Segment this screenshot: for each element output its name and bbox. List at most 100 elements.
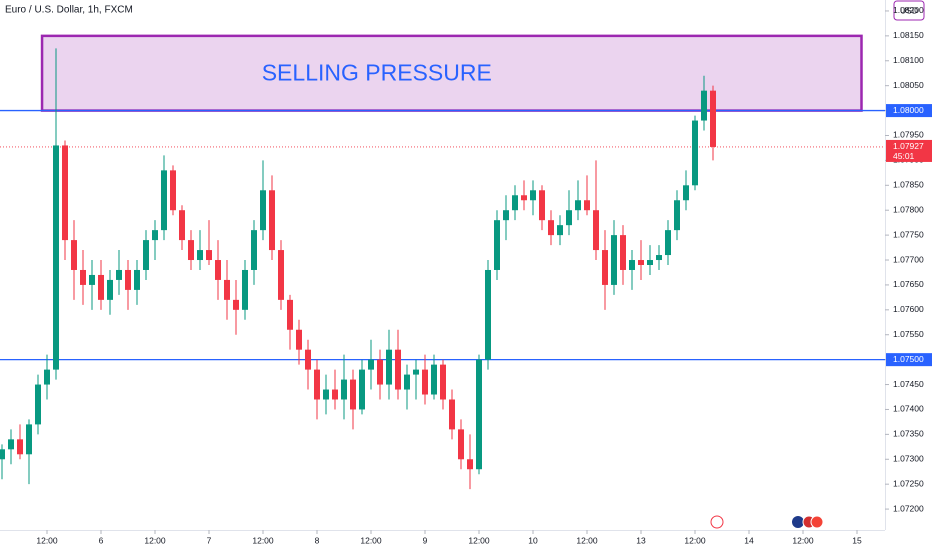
candle-body xyxy=(179,210,185,241)
candle-body xyxy=(269,190,275,251)
candle-body xyxy=(584,200,590,211)
candle-body xyxy=(233,299,239,310)
event-icon[interactable] xyxy=(792,516,804,528)
candle-body xyxy=(8,439,14,450)
level-tag xyxy=(886,353,932,367)
candle-body xyxy=(17,439,23,455)
candle-body xyxy=(305,349,311,370)
x-tick-label: 12:00 xyxy=(36,535,58,545)
candle-body xyxy=(26,424,32,455)
candle-body xyxy=(125,269,131,290)
candle-body xyxy=(638,260,644,265)
toolbar-icons xyxy=(710,515,824,529)
candle-body xyxy=(116,269,122,280)
currency-button[interactable] xyxy=(893,0,925,21)
candle-body xyxy=(692,120,698,186)
candle-body xyxy=(260,190,266,231)
candle-body xyxy=(449,399,455,430)
y-tick-label: 1.08150 xyxy=(893,30,924,40)
candle-body xyxy=(647,260,653,265)
candle-body xyxy=(107,279,113,300)
x-tick-label: 12:00 xyxy=(684,535,706,545)
countdown-label: 45:01 xyxy=(893,151,915,161)
x-tick-label: 12:00 xyxy=(792,535,814,545)
chart-title: Euro / U.S. Dollar, 1h, FXCM xyxy=(5,5,133,16)
y-tick-label: 1.07850 xyxy=(893,180,924,190)
x-tick-label: 7 xyxy=(207,535,212,545)
candle-body xyxy=(683,185,689,201)
x-tick-label: 12:00 xyxy=(468,535,490,545)
candle-body xyxy=(566,210,572,226)
last-price-label: 1.07927 xyxy=(893,141,924,151)
candle-body xyxy=(287,299,293,330)
candle-body xyxy=(224,279,230,300)
candle-body xyxy=(161,170,167,231)
level-tag xyxy=(886,104,932,118)
level-label: 1.07500 xyxy=(893,354,924,364)
candle-body xyxy=(251,230,257,270)
candle-body xyxy=(71,240,77,270)
level-label: 1.08000 xyxy=(893,105,924,115)
x-tick-label: 12:00 xyxy=(144,535,166,545)
candle-body xyxy=(44,369,50,385)
last-price-tag xyxy=(886,139,932,162)
candle-body xyxy=(629,260,635,270)
candle-body xyxy=(197,250,203,261)
candle-body xyxy=(341,379,347,400)
candle-body xyxy=(476,359,482,470)
y-tick-label: 1.08100 xyxy=(893,55,924,65)
y-tick-label: 1.07450 xyxy=(893,379,924,389)
x-tick-label: 15 xyxy=(852,535,862,545)
y-tick-label: 1.07650 xyxy=(893,279,924,289)
candle-body xyxy=(620,235,626,270)
candle-body xyxy=(467,459,473,470)
candle-body xyxy=(188,240,194,261)
x-tick-label: 12:00 xyxy=(252,535,274,545)
candle-body xyxy=(377,359,383,385)
y-tick-label: 1.07950 xyxy=(893,130,924,140)
flash-icon[interactable] xyxy=(710,515,724,529)
y-tick-label: 1.07750 xyxy=(893,229,924,239)
candle-body xyxy=(530,190,536,201)
candle-body xyxy=(611,235,617,285)
event-icon[interactable] xyxy=(810,515,824,529)
candle-body xyxy=(98,274,104,300)
candle-body xyxy=(53,145,59,370)
candle-body xyxy=(521,195,527,201)
candle-body xyxy=(602,250,608,285)
candle-body xyxy=(665,230,671,256)
candle-body xyxy=(350,379,356,410)
candle-body xyxy=(170,170,176,211)
selling-zone xyxy=(40,34,863,112)
candle-body xyxy=(575,200,581,211)
x-tick-label: 6 xyxy=(99,535,104,545)
y-tick-label: 1.08200 xyxy=(893,5,924,15)
x-tick-label: 12:00 xyxy=(360,535,382,545)
candle-body xyxy=(557,225,563,236)
currency-label[interactable]: USD xyxy=(900,5,918,15)
candle-body xyxy=(431,364,437,395)
candle-body xyxy=(368,359,374,370)
candle-body xyxy=(395,349,401,390)
candle-body xyxy=(359,369,365,410)
candle-body xyxy=(152,230,158,241)
candle-body xyxy=(539,190,545,221)
candle-body xyxy=(215,260,221,280)
x-tick-label: 10 xyxy=(528,535,538,545)
candle-body xyxy=(710,90,716,147)
y-tick-label: 1.08050 xyxy=(893,80,924,90)
x-tick-label: 13 xyxy=(636,535,646,545)
candle-body xyxy=(206,250,212,261)
candle-body xyxy=(134,269,140,290)
candle-body xyxy=(701,90,707,121)
candle-body xyxy=(278,250,284,300)
candle-body xyxy=(143,240,149,270)
y-tick-label: 1.07550 xyxy=(893,329,924,339)
y-tick-label: 1.07400 xyxy=(893,404,924,414)
y-tick-label: 1.07250 xyxy=(893,478,924,488)
candle-body xyxy=(674,200,680,231)
candle-body xyxy=(656,255,662,261)
candle-body xyxy=(503,210,509,221)
